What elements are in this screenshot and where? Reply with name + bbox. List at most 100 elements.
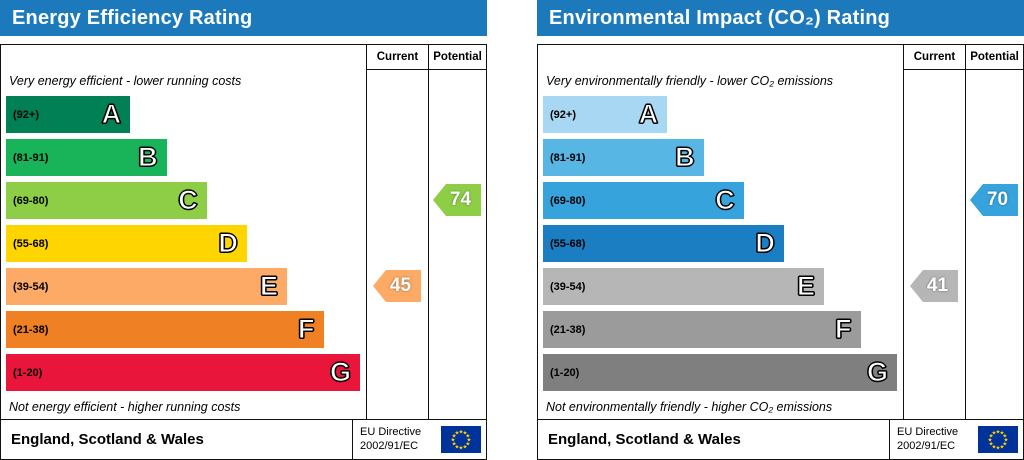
column-divider-2 <box>428 45 429 420</box>
band-letter: F <box>298 314 316 344</box>
svg-text:★: ★ <box>996 429 1001 436</box>
environmental-impact-chart: Environmental Impact (CO₂) Rating Curren… <box>537 0 1024 460</box>
eu-directive-line1: EU Directive <box>360 425 422 438</box>
svg-text:★: ★ <box>996 445 1001 452</box>
chart-title: Energy Efficiency Rating <box>0 0 487 36</box>
band-g: (1-20) G <box>6 354 361 391</box>
svg-text:★: ★ <box>465 441 470 448</box>
band-range-label: (1-20) <box>550 366 580 379</box>
band-row: (21-38) F <box>538 308 903 351</box>
eu-directive-line1: EU Directive <box>897 425 959 438</box>
band-row: (69-80) C <box>538 179 903 222</box>
eu-directive-line2: 2002/91/EC <box>360 439 419 452</box>
svg-text:★: ★ <box>989 441 994 448</box>
svg-text:★: ★ <box>459 445 464 452</box>
band-letter: G <box>866 357 889 387</box>
potential-rating-indicator: 74 <box>433 184 481 216</box>
top-note: Very environmentally friendly - lower CO… <box>546 74 834 88</box>
band-c: (69-80) C <box>543 182 744 219</box>
region-label: England, Scotland & Wales <box>538 420 890 459</box>
band-row: (69-80) C <box>1 179 366 222</box>
band-range-label: (39-54) <box>13 280 49 293</box>
current-rating-indicator: 45 <box>373 270 421 302</box>
svg-text:★: ★ <box>1002 433 1007 440</box>
band-a: (92+) A <box>6 96 131 133</box>
band-letter: E <box>796 271 816 301</box>
band-row: (1-20) G <box>1 351 366 394</box>
svg-text:★: ★ <box>463 430 468 437</box>
band-range-label: (81-91) <box>550 151 586 164</box>
band-letter: B <box>675 142 696 172</box>
band-b: (81-91) B <box>543 139 704 176</box>
band-row: (1-20) G <box>538 351 903 394</box>
band-range-label: (55-68) <box>13 237 49 250</box>
eu-directive-line2: 2002/91/EC <box>897 439 956 452</box>
band-letter: D <box>218 228 239 258</box>
top-note: Very energy efficient - lower running co… <box>9 74 242 88</box>
svg-text:★: ★ <box>452 433 457 440</box>
potential-column-header: Potential <box>970 51 1019 63</box>
chart-title: Environmental Impact (CO₂) Rating <box>537 0 1024 36</box>
band-letter: G <box>329 357 352 387</box>
indicator-value: 41 <box>926 275 949 296</box>
indicator-value: 70 <box>986 189 1009 210</box>
chart-box: Current Potential Very energy efficient … <box>0 44 487 460</box>
band-range-label: (1-20) <box>13 366 43 379</box>
current-column-header: Current <box>376 51 419 63</box>
header-underline <box>366 69 486 70</box>
band-range-label: (69-80) <box>550 194 586 207</box>
bands-area: Very environmentally friendly - lower CO… <box>538 69 903 420</box>
bottom-note: Not energy efficient - higher running co… <box>9 400 241 414</box>
indicator-value: 45 <box>389 275 412 296</box>
band-range-label: (55-68) <box>550 237 586 250</box>
header-underline <box>903 69 1023 70</box>
band-row: (92+) A <box>538 93 903 136</box>
band-d: (55-68) D <box>543 225 784 262</box>
directive-area: EU Directive 2002/91/EC ★ ★ ★ ★ ★ ★ ★ ★ ★ ★ ★… <box>890 420 1023 459</box>
band-letter: F <box>835 314 853 344</box>
energy-efficiency-chart: Energy Efficiency Rating Current Potenti… <box>0 0 487 460</box>
band-range-label: (92+) <box>550 108 576 121</box>
svg-text:★: ★ <box>459 429 464 436</box>
bands-area: Very energy efficient - lower running co… <box>1 69 366 420</box>
svg-text:★: ★ <box>992 443 997 450</box>
chart-footer: England, Scotland & Wales EU Directive 2… <box>1 419 486 459</box>
band-letter: B <box>138 142 159 172</box>
band-row: (55-68) D <box>538 222 903 265</box>
band-letter: E <box>259 271 279 301</box>
band-c: (69-80) C <box>6 182 207 219</box>
region-label: England, Scotland & Wales <box>1 420 353 459</box>
band-range-label: (21-38) <box>550 323 586 336</box>
band-range-label: (69-80) <box>13 194 49 207</box>
svg-text:★: ★ <box>463 443 468 450</box>
band-range-label: (21-38) <box>13 323 49 336</box>
svg-text:★: ★ <box>451 437 456 444</box>
eu-directive-label: EU Directive 2002/91/EC <box>897 426 958 454</box>
eu-flag-icon: ★ ★ ★★ ★★ ★★ ★★ ★★ <box>978 426 1018 453</box>
eu-flag-icon: ★ ★ ★★ ★★ ★★ ★★ ★★ <box>441 426 481 453</box>
svg-text:★: ★ <box>1000 443 1005 450</box>
svg-text:★: ★ <box>1004 437 1009 444</box>
svg-text:★: ★ <box>455 443 460 450</box>
band-row: (39-54) E <box>1 265 366 308</box>
column-divider-1 <box>366 45 367 420</box>
svg-text:★: ★ <box>1000 430 1005 437</box>
bottom-note: Not environmentally friendly - higher CO… <box>546 400 833 414</box>
band-letter: D <box>755 228 776 258</box>
band-row: (92+) A <box>1 93 366 136</box>
svg-text:★: ★ <box>989 433 994 440</box>
potential-column-header: Potential <box>433 51 482 63</box>
band-e: (39-54) E <box>6 268 288 305</box>
band-letter: C <box>178 185 199 215</box>
band-row: (81-91) B <box>538 136 903 179</box>
indicator-value: 74 <box>449 189 472 210</box>
svg-text:★: ★ <box>988 437 993 444</box>
svg-text:★: ★ <box>1002 441 1007 448</box>
svg-text:★: ★ <box>992 430 997 437</box>
band-letter: A <box>101 99 122 129</box>
band-e: (39-54) E <box>543 268 825 305</box>
band-row: (81-91) B <box>1 136 366 179</box>
current-rating-indicator: 41 <box>910 270 958 302</box>
column-divider-1 <box>903 45 904 420</box>
